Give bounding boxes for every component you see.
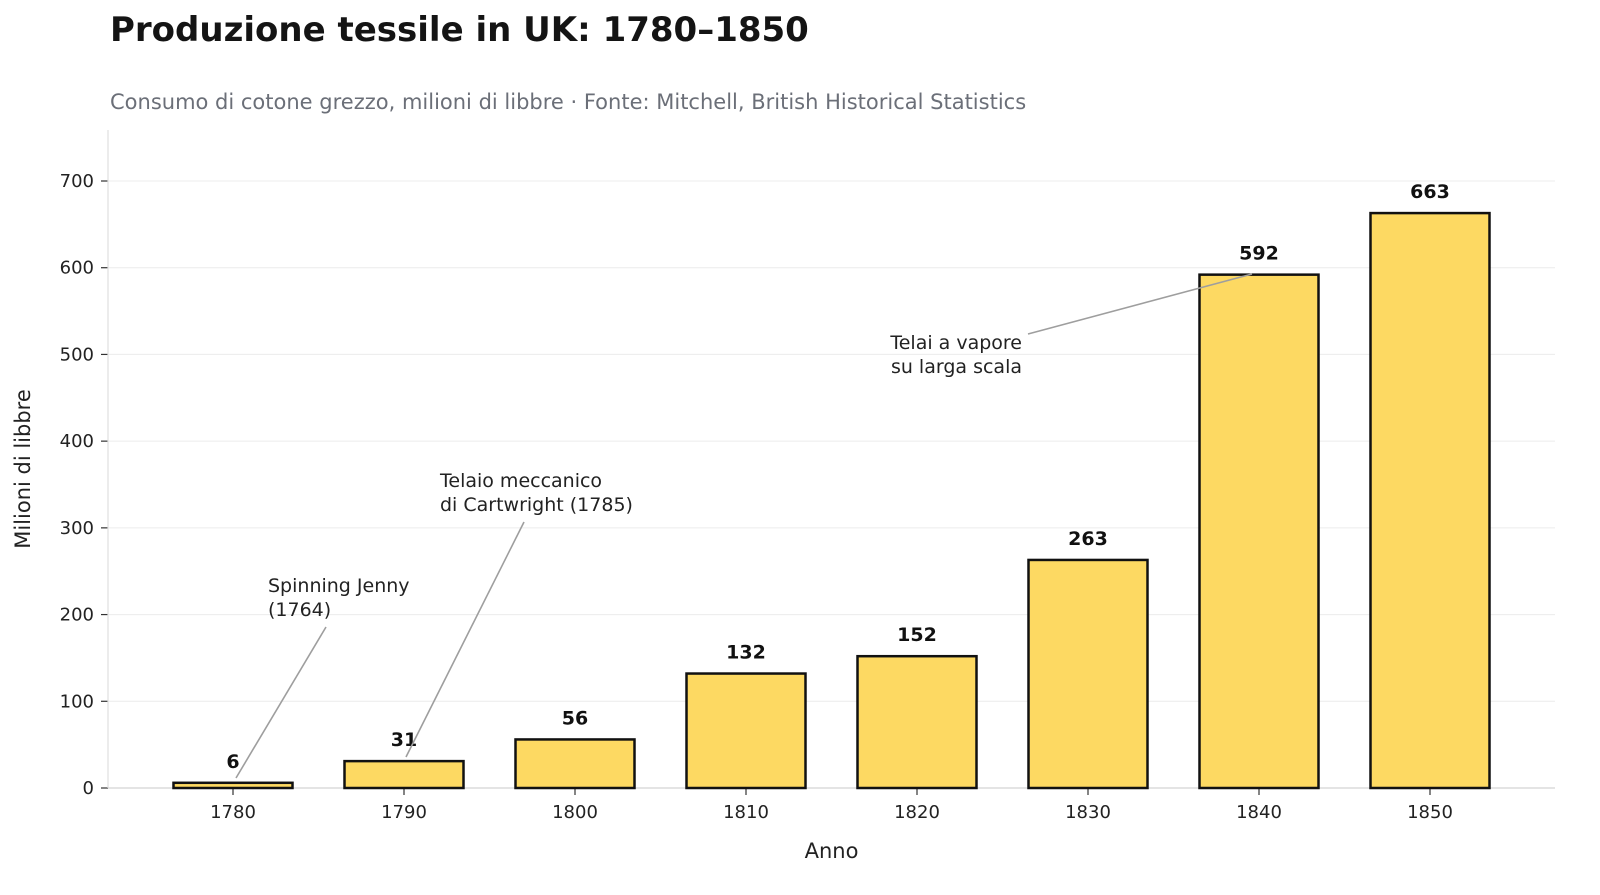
y-tick-label: 400 (60, 431, 94, 452)
x-tick-label: 1810 (723, 802, 769, 823)
bar-value-label: 592 (1239, 243, 1279, 265)
x-tick-label: 1780 (210, 802, 256, 823)
axes: 0 100 200 300 400 500 600 700 1780 1790 1800 1810 18… (60, 130, 1555, 823)
annotation-text: Spinning Jenny (1764) (268, 575, 410, 621)
y-tick-label: 500 (60, 344, 94, 365)
bar-1810 (685, 672, 807, 790)
y-tick-label: 100 (60, 691, 94, 712)
bar-1840 (1198, 273, 1320, 790)
annotation-arrow (235, 626, 327, 779)
bar-1800 (514, 738, 636, 790)
y-tick-label: 300 (60, 518, 94, 539)
x-tick-label: 1840 (1236, 802, 1282, 823)
annotation-text: Telai a vapore su larga scala (889, 332, 1022, 378)
annotation-arrow (1027, 273, 1253, 335)
bar-value-label: 31 (391, 729, 417, 751)
bar-value-label: 263 (1068, 528, 1108, 550)
chart-title: Produzione tessile in UK: 1780–1850 (110, 10, 809, 50)
bar-1850 (1369, 211, 1491, 790)
bar-value-label: 663 (1410, 181, 1450, 203)
bar-value-label: 132 (726, 642, 766, 664)
x-tick-label: 1800 (552, 802, 598, 823)
y-tick-label: 0 (83, 778, 94, 799)
bar-1830 (1027, 558, 1149, 790)
bar-1790 (343, 759, 465, 790)
x-tick-label: 1850 (1407, 802, 1453, 823)
y-tick-label: 700 (60, 171, 94, 192)
x-tick-label: 1820 (894, 802, 940, 823)
x-tick-label: 1790 (381, 802, 427, 823)
bars (172, 211, 1491, 790)
bar-value-label: 152 (897, 624, 937, 646)
x-axis-label: Anno (805, 839, 859, 863)
annotation-text: Telaio meccanico di Cartwright (1785) (439, 470, 633, 516)
annotations: Spinning Jenny (1764) Telaio meccanico di C… (235, 273, 1253, 779)
bar-value-label: 6 (226, 751, 239, 773)
bar-1780 (172, 781, 294, 790)
x-tick-label: 1830 (1065, 802, 1111, 823)
chart-subtitle: Consumo di cotone grezzo, milioni di lib… (110, 90, 1027, 114)
bar-value-label: 56 (562, 707, 588, 729)
bar-1820 (856, 654, 978, 790)
annotation-arrow (405, 521, 525, 758)
y-tick-label: 200 (60, 605, 94, 626)
grid-lines (108, 180, 1555, 702)
y-tick-label: 600 (60, 258, 94, 279)
bar-value-labels: 6 31 56 132 152 263 592 663 (226, 181, 1449, 773)
y-axis-label: Milioni di libbre (11, 389, 35, 549)
